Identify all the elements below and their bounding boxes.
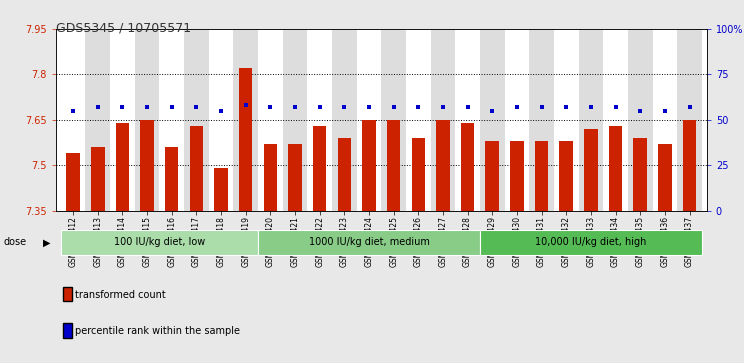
Bar <box>66 153 80 211</box>
Point <box>487 108 498 114</box>
Point <box>314 104 326 110</box>
Point <box>462 104 474 110</box>
Point <box>536 104 548 110</box>
Bar <box>683 120 696 211</box>
Bar <box>658 144 672 211</box>
Bar <box>313 126 327 211</box>
Bar <box>184 29 208 211</box>
Bar <box>628 29 652 211</box>
Bar <box>677 29 702 211</box>
Text: 10,000 IU/kg diet, high: 10,000 IU/kg diet, high <box>535 237 647 247</box>
Point <box>289 104 301 110</box>
Point <box>560 104 572 110</box>
Point <box>511 104 523 110</box>
Bar <box>86 29 110 211</box>
Point <box>240 102 251 108</box>
Bar <box>263 144 277 211</box>
Bar <box>91 147 104 211</box>
Bar <box>382 29 406 211</box>
Bar <box>61 29 86 211</box>
Bar <box>455 29 480 211</box>
Bar <box>208 29 234 211</box>
Bar <box>288 144 302 211</box>
Bar <box>110 29 135 211</box>
Point <box>437 104 449 110</box>
Point <box>684 104 696 110</box>
Bar <box>307 29 332 211</box>
Bar <box>135 29 159 211</box>
Bar <box>486 141 499 211</box>
Point <box>609 104 621 110</box>
Point <box>92 104 103 110</box>
Bar <box>115 123 129 211</box>
Point <box>67 108 79 114</box>
Bar <box>258 29 283 211</box>
Point <box>363 104 375 110</box>
Text: dose: dose <box>4 237 27 248</box>
Point <box>166 104 178 110</box>
Bar <box>603 29 628 211</box>
Bar <box>436 120 449 211</box>
Point <box>388 104 400 110</box>
Bar <box>258 230 480 254</box>
Point <box>190 104 202 110</box>
Bar <box>633 138 647 211</box>
Bar <box>406 29 431 211</box>
Text: transformed count: transformed count <box>75 290 166 300</box>
Bar <box>480 230 702 254</box>
Point <box>659 108 671 114</box>
Text: 100 IU/kg diet, low: 100 IU/kg diet, low <box>114 237 205 247</box>
Bar <box>239 68 252 211</box>
Bar <box>283 29 307 211</box>
Bar <box>652 29 677 211</box>
Bar <box>584 129 597 211</box>
Bar <box>165 147 179 211</box>
Bar <box>461 123 475 211</box>
Bar <box>609 126 622 211</box>
Bar <box>387 120 400 211</box>
Bar <box>529 29 554 211</box>
Point <box>339 104 350 110</box>
Bar <box>554 29 579 211</box>
Bar <box>504 29 529 211</box>
Bar <box>332 29 356 211</box>
Bar <box>362 120 376 211</box>
Bar <box>234 29 258 211</box>
Bar <box>559 141 573 211</box>
Bar <box>480 29 504 211</box>
Point <box>264 104 276 110</box>
Point <box>116 104 128 110</box>
Bar <box>190 126 203 211</box>
Point <box>412 104 424 110</box>
Bar <box>141 120 154 211</box>
Point <box>635 108 647 114</box>
Bar <box>159 29 184 211</box>
Point <box>215 108 227 114</box>
Bar <box>356 29 382 211</box>
Bar <box>338 138 351 211</box>
Bar <box>214 168 228 211</box>
Bar <box>510 141 524 211</box>
Bar <box>535 141 548 211</box>
Bar <box>411 138 425 211</box>
Point <box>141 104 153 110</box>
Text: 1000 IU/kg diet, medium: 1000 IU/kg diet, medium <box>309 237 429 247</box>
Point <box>585 104 597 110</box>
Text: percentile rank within the sample: percentile rank within the sample <box>75 326 240 336</box>
Bar <box>61 230 258 254</box>
Text: GDS5345 / 10705571: GDS5345 / 10705571 <box>56 22 191 35</box>
Bar <box>431 29 455 211</box>
Text: ▶: ▶ <box>43 237 51 248</box>
Bar <box>579 29 603 211</box>
